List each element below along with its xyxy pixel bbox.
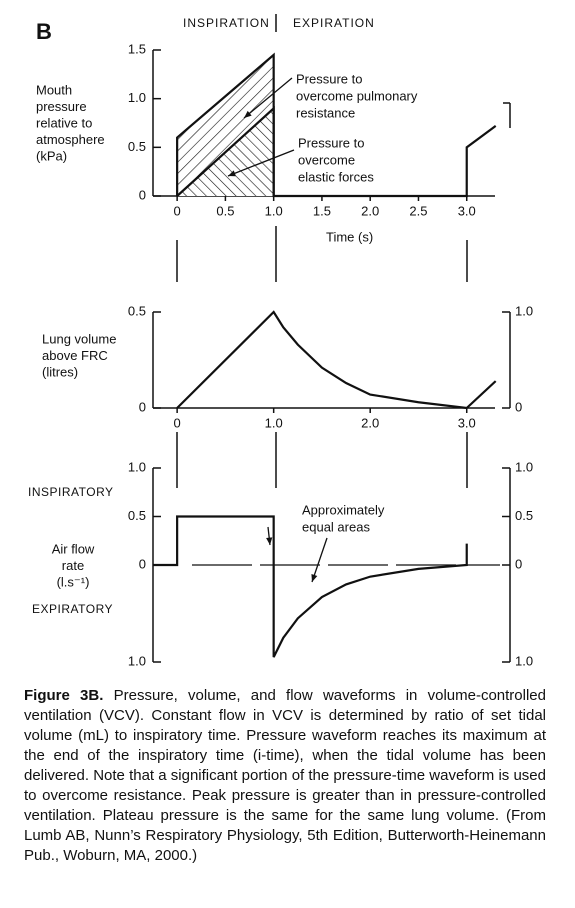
- annotation: resistance: [296, 105, 355, 120]
- y-axis-label: Mouth: [36, 82, 72, 97]
- y2-tick-label: 1.0: [515, 459, 533, 474]
- phase-label: EXPIRATION: [293, 16, 375, 30]
- x-tick-label: 2.0: [361, 203, 379, 218]
- y-tick-label: 0.5: [128, 303, 146, 318]
- panel-label: B: [36, 19, 52, 44]
- y-tick-label: 1.0: [128, 459, 146, 474]
- y2-tick-label: 0: [515, 556, 522, 571]
- x-tick-label: 0: [174, 203, 181, 218]
- annotation: equal areas: [302, 519, 370, 534]
- caption: Figure 3B. Pressure, volume, and flow wa…: [24, 686, 546, 866]
- phase-label: INSPIRATION: [183, 16, 270, 30]
- arrow: [311, 537, 328, 583]
- x-tick-label: 2.5: [409, 203, 427, 218]
- y2-tick-label: 1.0: [515, 303, 533, 318]
- arrow-head: [244, 110, 252, 118]
- y-axis-label: rate: [62, 558, 84, 573]
- x-tick-label: 2.0: [361, 415, 379, 430]
- direction-label: INSPIRATORY: [28, 485, 114, 499]
- phase-dividers: [176, 14, 511, 488]
- line-series: [176, 105, 275, 197]
- y-tick-label: 1.5: [128, 41, 146, 56]
- x-tick-label: 1.5: [313, 203, 331, 218]
- annotation: overcome pulmonary: [296, 88, 418, 103]
- y-tick-label: 0: [139, 187, 146, 202]
- line-series: [176, 310, 497, 410]
- y-axis-label: (kPa): [36, 148, 67, 163]
- y-axis-label: pressure: [36, 99, 87, 114]
- y-axis-label: Air flow: [52, 541, 95, 556]
- y-tick-label: 1.0: [128, 653, 146, 668]
- caption-text: Pressure, volume, and flow waveforms in …: [24, 687, 546, 864]
- direction-label: EXPIRATORY: [32, 602, 113, 616]
- annotation: Pressure to: [296, 71, 362, 86]
- x-tick-label: 3.0: [458, 415, 476, 430]
- y-axis-label: Lung volume: [42, 331, 116, 346]
- y-tick-label: 0.5: [128, 508, 146, 523]
- y-tick-label: 0: [139, 399, 146, 414]
- arrow-head: [311, 574, 318, 582]
- arrow-head: [266, 537, 273, 545]
- y2-tick-label: 0: [515, 399, 522, 414]
- y2-tick-label: 0.5: [515, 508, 533, 523]
- annotation: elastic forces: [298, 169, 374, 184]
- arrow: [243, 77, 293, 119]
- arrow: [227, 149, 295, 177]
- arrow-head: [228, 170, 236, 177]
- annotation: Pressure to: [298, 135, 364, 150]
- annotation: Approximately: [302, 502, 385, 517]
- x-tick-label: 3.0: [458, 203, 476, 218]
- y-axis-label: (litres): [42, 364, 78, 379]
- y-axis-label: above FRC: [42, 348, 108, 363]
- y2-tick-label: 1.0: [515, 653, 533, 668]
- figure: B INSPIRATION EXPIRATION Time (s) INSPIR…: [28, 14, 533, 668]
- x-tick-label: 0: [174, 415, 181, 430]
- line-series: [153, 515, 468, 658]
- y-tick-label: 0.5: [128, 139, 146, 154]
- y-axis-label: (l.s⁻¹): [57, 574, 90, 589]
- y-axis-label: relative to: [36, 115, 92, 130]
- y-axis-label: atmosphere: [36, 132, 105, 147]
- x-tick-label: 1.0: [265, 415, 283, 430]
- x-tick-label: 1.0: [265, 203, 283, 218]
- annotation: overcome: [298, 152, 355, 167]
- y-tick-label: 1.0: [128, 90, 146, 105]
- x-tick-label: 0.5: [216, 203, 234, 218]
- caption-label: Figure 3B.: [24, 687, 104, 704]
- x-axis-label: Time (s): [326, 229, 373, 244]
- y-tick-label: 0: [139, 556, 146, 571]
